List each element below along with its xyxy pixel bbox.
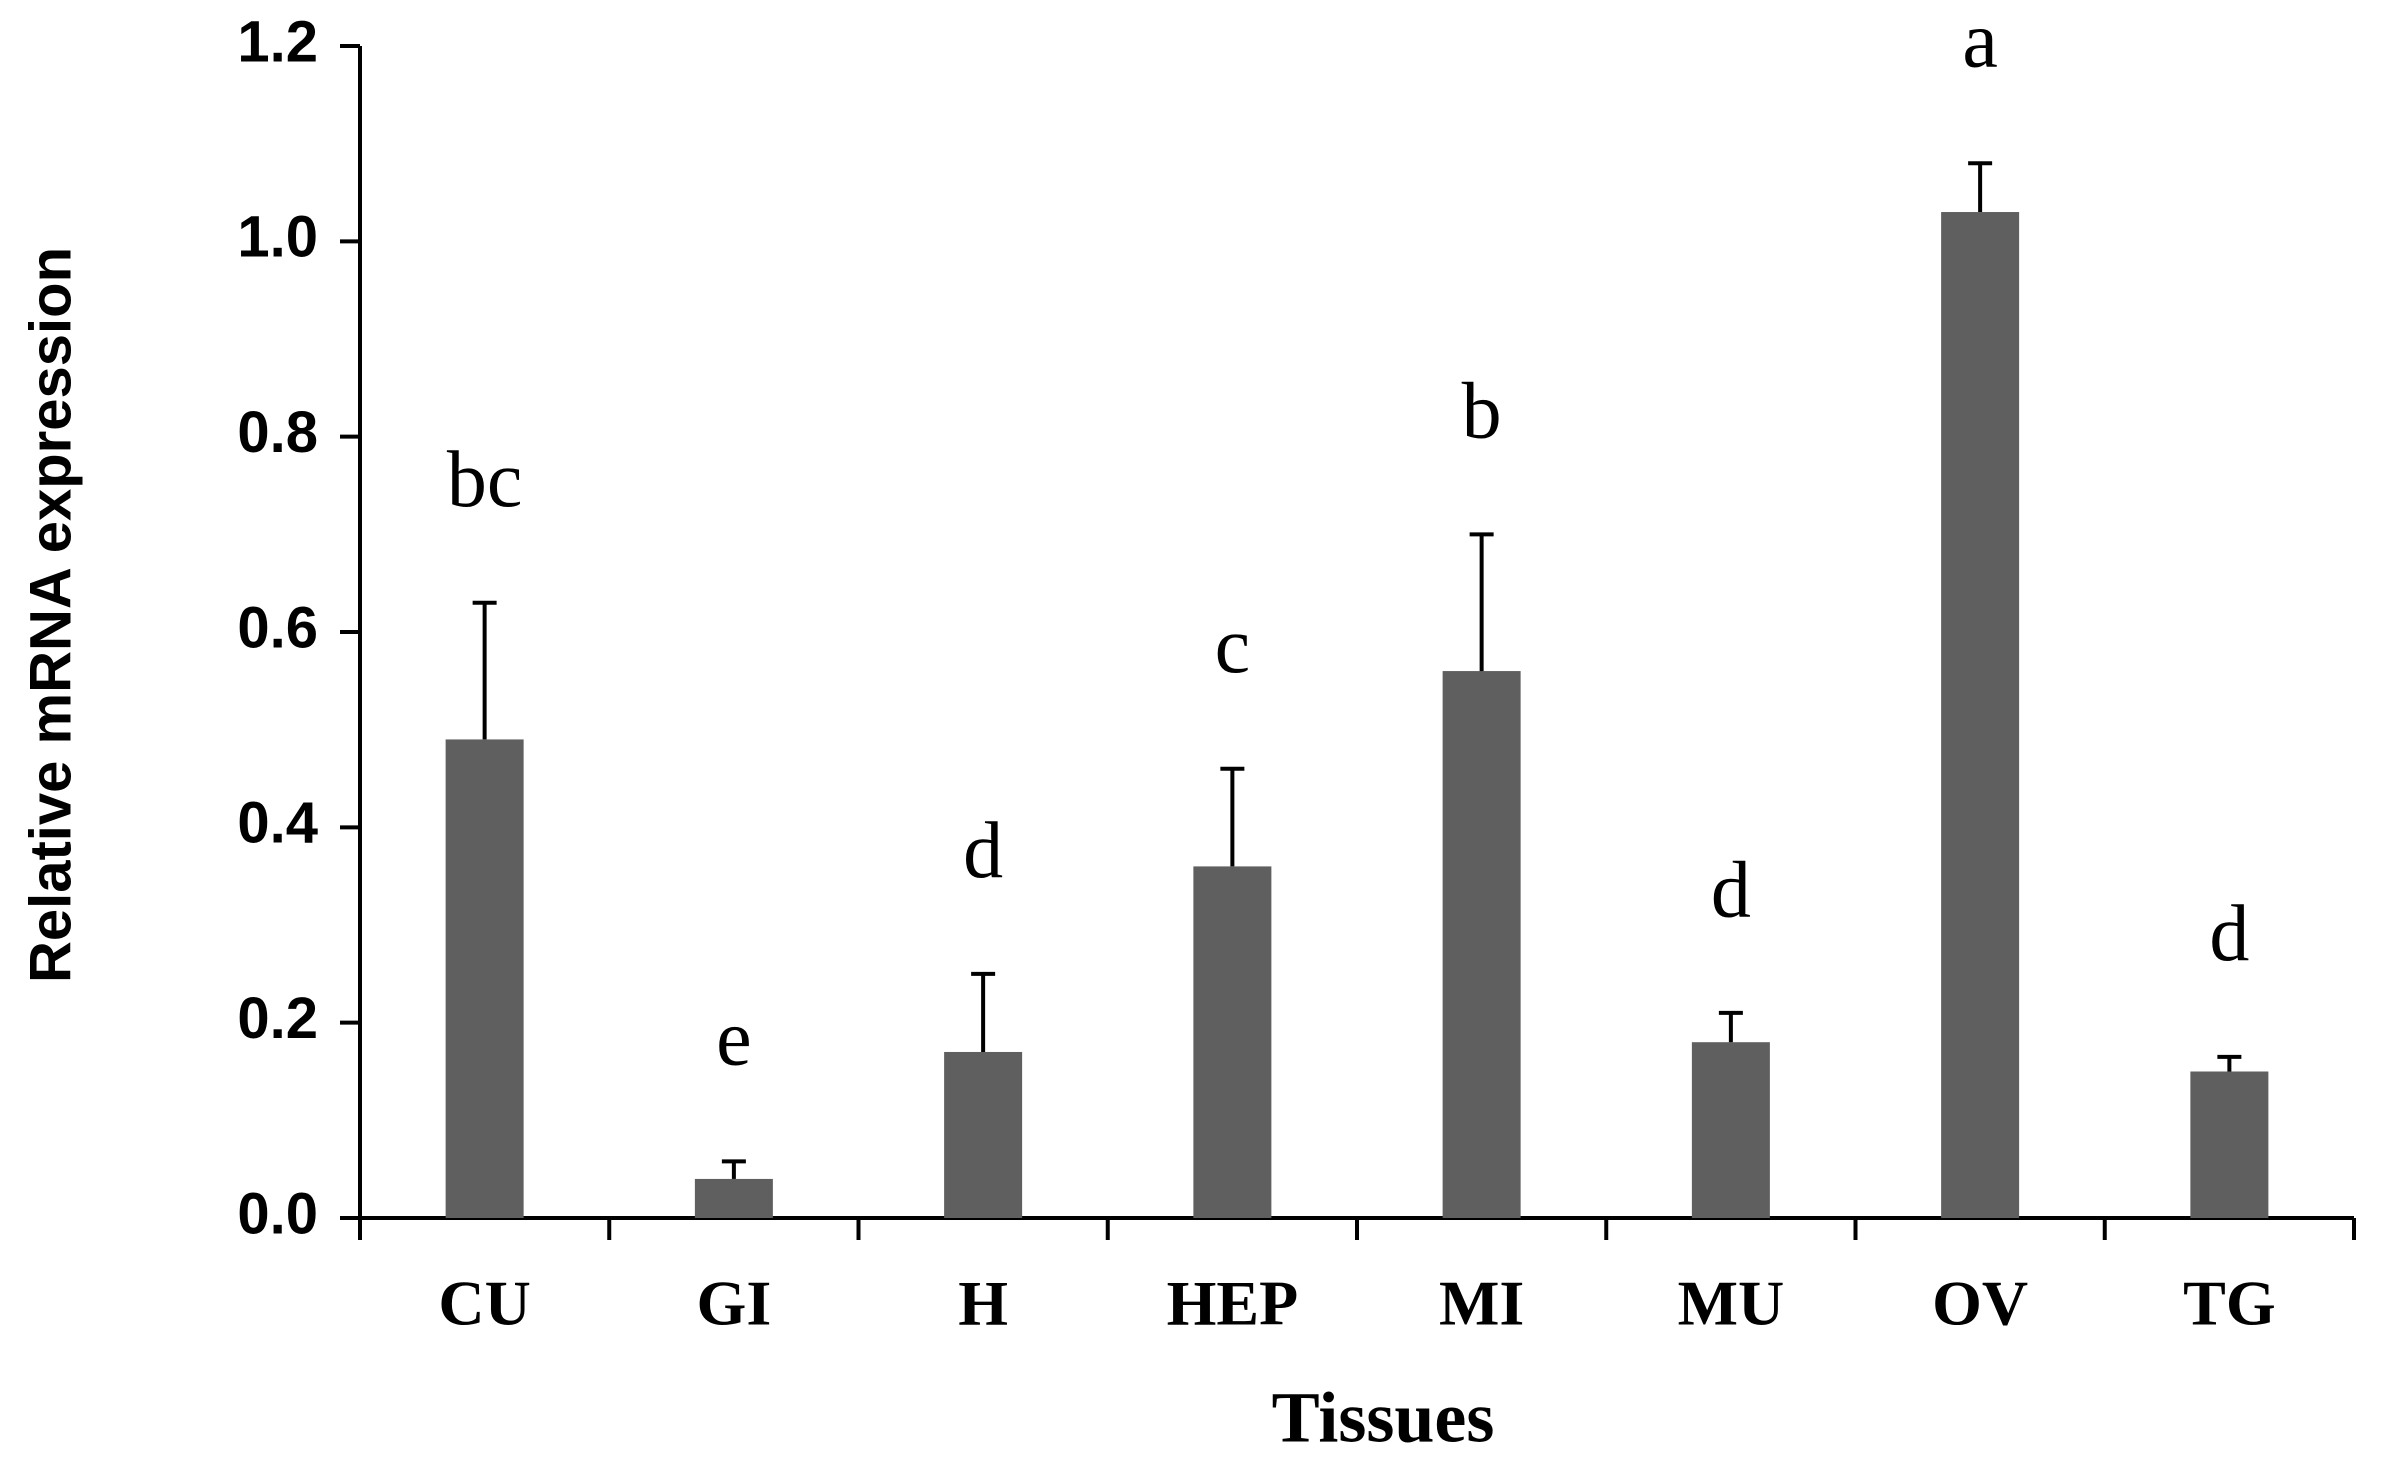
bar (2190, 1071, 2269, 1218)
bar (1193, 866, 1272, 1218)
significance-letter: e (716, 995, 752, 1083)
y-tick-label: 0.0 (237, 1181, 318, 1246)
bar (1691, 1042, 1770, 1218)
significance-letter: d (2209, 890, 2249, 978)
bar (1442, 671, 1521, 1218)
x-tick-label: MI (1439, 1268, 1524, 1339)
significance-letter: bc (447, 436, 523, 524)
x-tick-label: GI (697, 1268, 772, 1339)
x-tick-label: CU (438, 1268, 530, 1339)
significance-letter: d (1711, 846, 1751, 934)
x-tick-label: OV (1932, 1268, 2028, 1339)
bar (944, 1051, 1023, 1218)
significance-letter: d (963, 807, 1003, 895)
bar (1941, 212, 2020, 1219)
significance-letter: c (1215, 602, 1251, 690)
bar (694, 1178, 773, 1218)
y-tick-label: 0.8 (237, 400, 318, 465)
y-axis-title: Relative mRNA expression (18, 247, 83, 983)
x-tick-label: HEP (1167, 1268, 1299, 1339)
y-tick-label: 0.4 (237, 791, 318, 856)
y-tick-label: 0.2 (237, 986, 318, 1051)
y-tick-label: 0.6 (237, 595, 318, 660)
x-tick-label: H (958, 1268, 1008, 1339)
significance-letter: a (1962, 0, 1998, 85)
y-tick-label: 1.2 (237, 9, 318, 74)
x-axis-title: Tissues (1272, 1378, 1495, 1458)
x-tick-label: MU (1678, 1268, 1785, 1339)
bar (445, 739, 524, 1218)
y-tick-label: 1.0 (237, 205, 318, 270)
x-tick-label: TG (2183, 1268, 2275, 1339)
significance-letter: b (1462, 368, 1502, 456)
